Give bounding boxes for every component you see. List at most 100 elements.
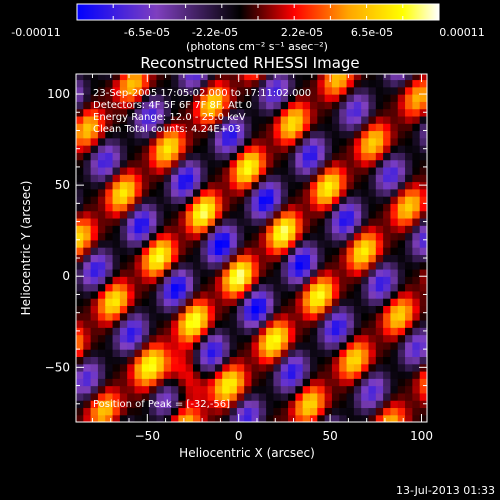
- heatmap-cell: [419, 101, 427, 110]
- heatmap-cell: [346, 290, 355, 299]
- heatmap-cell: [310, 181, 318, 190]
- heatmap-cell: [112, 283, 121, 292]
- heatmap-cell: [331, 298, 340, 306]
- heatmap-cell: [214, 159, 223, 168]
- heatmap-cell: [236, 334, 245, 343]
- heatmap-cell: [185, 319, 194, 328]
- heatmap-cell: [163, 94, 172, 102]
- heatmap-cell: [331, 115, 340, 124]
- heatmap-cell: [112, 298, 121, 306]
- heatmap-cell: [171, 290, 179, 299]
- heatmap-cell: [207, 203, 216, 212]
- heatmap-cell: [149, 174, 158, 183]
- heatmap-cell: [361, 400, 370, 409]
- heatmap-cell: [236, 188, 245, 197]
- heatmap-cell: [236, 101, 245, 110]
- heatmap-cell: [258, 130, 267, 139]
- heatmap-cell: [288, 319, 296, 328]
- heatmap-cell: [310, 159, 318, 168]
- heatmap-cell: [83, 79, 92, 88]
- heatmap-cell: [119, 152, 128, 161]
- heatmap-cell: [258, 174, 267, 183]
- heatmap-cell: [90, 130, 99, 139]
- heatmap-cell: [375, 414, 384, 422]
- heatmap-cell: [193, 283, 201, 292]
- heatmap-cell: [236, 370, 245, 379]
- heatmap-cell: [134, 203, 143, 212]
- heatmap-cell: [127, 196, 136, 204]
- heatmap-cell: [317, 217, 326, 226]
- heatmap-cell: [141, 276, 150, 285]
- heatmap-cell: [273, 181, 282, 190]
- heatmap-cell: [244, 378, 253, 387]
- heatmap-cell: [236, 74, 245, 81]
- heatmap-cell: [119, 254, 128, 263]
- heatmap-cell: [353, 247, 362, 255]
- heatmap-cell: [324, 239, 333, 248]
- heatmap-cell: [156, 327, 165, 336]
- heatmap-cell: [76, 370, 84, 379]
- heatmap-cell: [178, 108, 187, 117]
- heatmap-cell: [105, 283, 114, 292]
- heatmap-cell: [346, 74, 355, 81]
- heatmap-cell: [222, 196, 231, 204]
- heatmap-cell: [310, 378, 318, 387]
- heatmap-cell: [288, 86, 296, 95]
- heatmap-cell: [119, 268, 128, 277]
- heatmap-cell: [134, 392, 143, 401]
- heatmap-cell: [112, 188, 121, 197]
- heatmap-cell: [178, 130, 187, 139]
- heatmap-cell: [361, 152, 370, 161]
- heatmap-cell: [112, 86, 121, 95]
- heatmap-cell: [295, 319, 304, 328]
- heatmap-cell: [229, 261, 238, 270]
- heatmap-cell: [178, 203, 187, 212]
- heatmap-cell: [405, 115, 413, 124]
- heatmap-cell: [171, 188, 179, 197]
- heatmap-cell: [302, 79, 311, 88]
- heatmap-cell: [390, 261, 399, 270]
- heatmap-cell: [273, 370, 282, 379]
- heatmap-cell: [302, 210, 311, 219]
- heatmap-cell: [127, 130, 136, 139]
- heatmap-cell: [244, 312, 253, 321]
- heatmap-cell: [163, 312, 172, 321]
- heatmap-cell: [280, 290, 289, 299]
- heatmap-cell: [266, 290, 275, 299]
- heatmap-cell: [229, 349, 238, 358]
- heatmap-cell: [339, 370, 348, 379]
- heatmap-cell: [361, 276, 370, 285]
- heatmap-cell: [149, 166, 158, 175]
- heatmap-cell: [200, 261, 209, 270]
- heatmap-cell: [112, 232, 121, 241]
- heatmap-cell: [419, 276, 427, 285]
- heatmap-cell: [324, 196, 333, 204]
- heatmap-cell: [405, 217, 413, 226]
- heatmap-cell: [346, 305, 355, 314]
- heatmap-cell: [90, 203, 99, 212]
- heatmap-cell: [76, 137, 84, 146]
- heatmap-cell: [317, 232, 326, 241]
- heatmap-cell: [105, 159, 114, 168]
- heatmap-cell: [346, 108, 355, 117]
- heatmap-cell: [229, 341, 238, 350]
- heatmap-cell: [405, 166, 413, 175]
- heatmap-cell: [193, 94, 201, 102]
- heatmap-cell: [361, 407, 370, 416]
- heatmap-cell: [83, 334, 92, 343]
- heatmap-cell: [83, 196, 92, 204]
- heatmap-cell: [222, 254, 231, 263]
- heatmap-cell: [302, 159, 311, 168]
- heatmap-cell: [236, 203, 245, 212]
- heatmap-cell: [134, 108, 143, 117]
- heatmap-cell: [119, 130, 128, 139]
- heatmap-cell: [375, 86, 384, 95]
- heatmap-cell: [295, 94, 304, 102]
- heatmap-cell: [156, 290, 165, 299]
- heatmap-cell: [178, 407, 187, 416]
- heatmap-cell: [244, 152, 253, 161]
- heatmap-cell: [353, 145, 362, 153]
- heatmap-cell: [207, 327, 216, 336]
- heatmap-cell: [156, 166, 165, 175]
- heatmap-cell: [324, 356, 333, 365]
